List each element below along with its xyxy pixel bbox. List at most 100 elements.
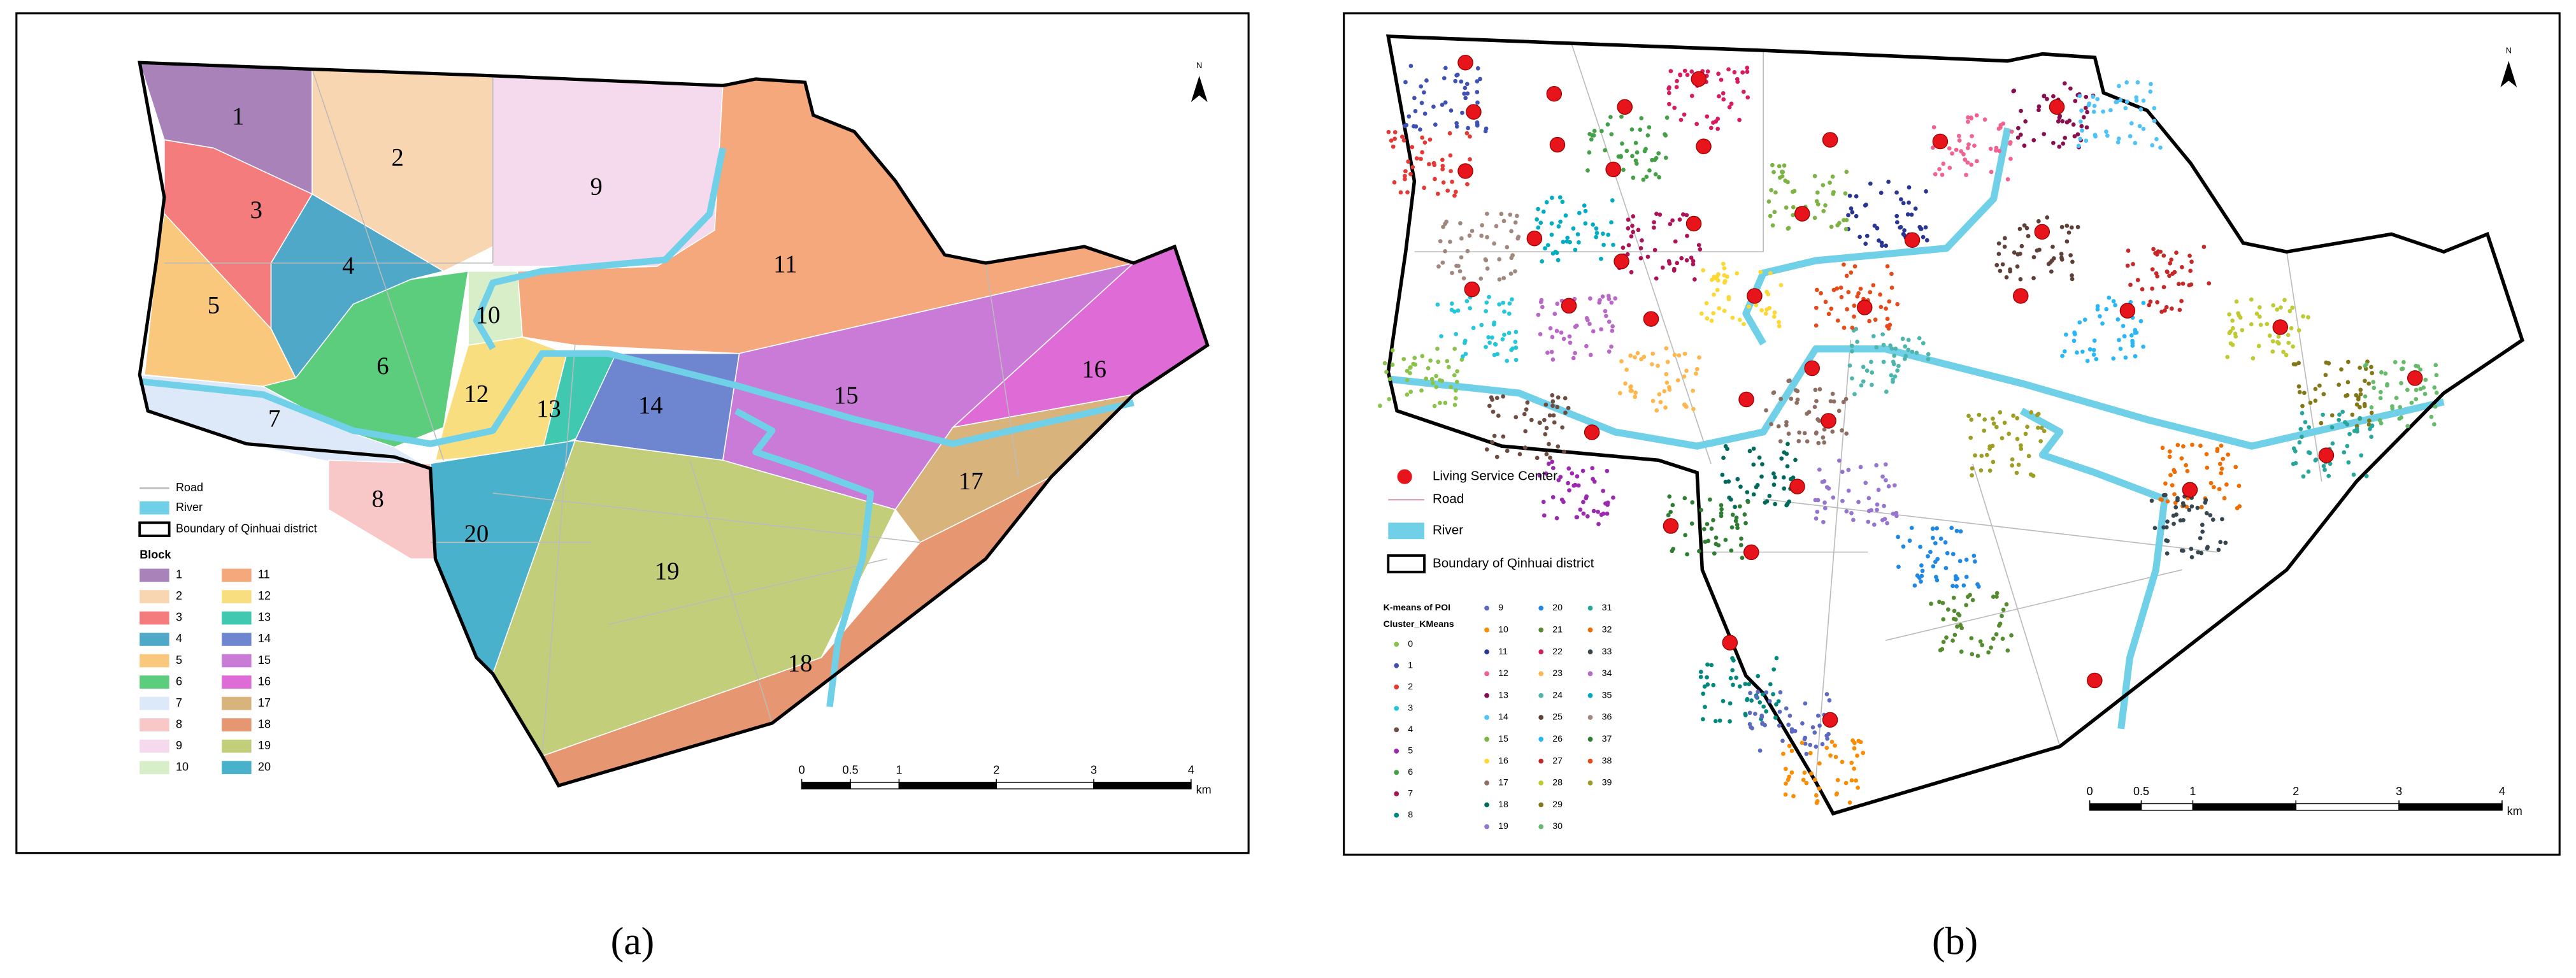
scale-label: 0.5 — [2133, 785, 2149, 798]
poi-point — [2377, 418, 2382, 423]
poi-point — [1644, 175, 1649, 179]
poi-point — [1487, 403, 1492, 408]
poi-point — [1758, 270, 1763, 275]
service-center — [1663, 518, 1679, 534]
poi-point — [2118, 347, 2123, 351]
poi-point — [1722, 273, 1727, 278]
poi-point — [2138, 107, 2143, 111]
poi-point — [1500, 337, 1505, 342]
poi-point — [1705, 522, 1710, 526]
poi-point — [1823, 203, 1828, 208]
poi-point — [1639, 357, 1643, 362]
poi-point — [2321, 392, 2326, 396]
poi-point — [1633, 140, 1638, 145]
poi-point — [2230, 318, 2235, 323]
poi-point — [1777, 320, 1781, 324]
poi-point — [1448, 153, 1453, 158]
legend-label: Road — [1433, 492, 1464, 507]
poi-point — [1840, 759, 1845, 765]
poi-point — [1784, 706, 1789, 711]
service-center — [1549, 136, 1566, 153]
poi-point — [1596, 522, 1601, 526]
poi-point — [1931, 564, 1936, 569]
poi-point — [1893, 346, 1898, 351]
poi-point — [1698, 247, 1703, 252]
poi-point — [1884, 243, 1889, 248]
poi-point — [1594, 234, 1599, 240]
poi-point — [2010, 457, 2015, 462]
poi-point — [1812, 730, 1817, 735]
poi-point — [1599, 129, 1604, 134]
poi-point — [2133, 354, 2138, 359]
poi-point — [2218, 540, 2223, 545]
poi-point — [2092, 338, 2097, 343]
poi-point — [1917, 336, 1922, 341]
legend-swatch — [1587, 693, 1593, 698]
poi-point — [1804, 751, 1809, 756]
poi-point — [1888, 343, 1893, 348]
poi-point — [1610, 198, 1615, 203]
poi-point — [1658, 399, 1663, 405]
poi-point — [1791, 475, 1796, 480]
poi-point — [2042, 429, 2047, 433]
poi-point — [2024, 226, 2029, 231]
service-center — [2049, 99, 2065, 115]
poi-point — [1535, 217, 1540, 222]
poi-point — [1778, 439, 1783, 443]
poi-point — [1826, 486, 1831, 491]
poi-point — [2359, 453, 2364, 458]
poi-point — [1555, 405, 1560, 410]
poi-point — [1870, 370, 1875, 375]
poi-point — [1705, 662, 1710, 667]
poi-point — [1743, 682, 1748, 686]
poi-point — [2115, 317, 2121, 322]
poi-point — [1808, 742, 1813, 747]
poi-point — [2351, 472, 2356, 477]
poi-point — [2042, 132, 2047, 136]
poi-point — [1822, 479, 1827, 484]
poi-point — [1537, 473, 1542, 478]
poi-point — [2000, 614, 2004, 619]
poi-point — [1490, 440, 1494, 445]
poi-point — [2205, 545, 2210, 549]
poi-point — [1475, 123, 1480, 128]
road — [689, 460, 773, 724]
poi-point — [1745, 66, 1750, 70]
poi-point — [2250, 356, 2256, 361]
poi-point — [2076, 143, 2081, 148]
poi-point — [1824, 745, 1829, 751]
poi-point — [1675, 78, 1679, 83]
poi-point — [1878, 292, 1882, 297]
poi-point — [2165, 499, 2170, 504]
poi-point — [1624, 148, 1629, 154]
poi-point — [2180, 264, 2184, 270]
poi-point — [1419, 101, 1424, 105]
poi-point — [2118, 97, 2123, 103]
poi-point — [2362, 401, 2367, 406]
poi-point — [1463, 352, 1468, 356]
poi-point — [1885, 317, 1890, 321]
poi-point — [2161, 285, 2166, 289]
poi-point — [2022, 223, 2027, 228]
road — [1972, 463, 2061, 747]
poi-point — [1721, 699, 1726, 703]
poi-point — [1907, 185, 1912, 190]
poi-point — [1501, 219, 1506, 224]
poi-point — [2060, 354, 2064, 358]
poi-point — [2358, 392, 2363, 397]
poi-point — [1778, 690, 1783, 694]
poi-point — [2297, 440, 2302, 445]
poi-point — [1382, 361, 1387, 366]
poi-point — [1606, 319, 1612, 324]
poi-point — [1843, 191, 1848, 196]
poi-point — [1387, 396, 1392, 401]
poi-point — [2434, 373, 2439, 378]
legend-swatch — [1538, 737, 1544, 742]
legend-label: 17 — [1498, 778, 1508, 788]
poi-point — [1420, 135, 1424, 140]
poi-point — [1921, 341, 1926, 345]
legend-boundary — [1387, 554, 1426, 573]
poi-point — [1973, 559, 1977, 564]
poi-point — [1443, 66, 1448, 71]
poi-point — [1438, 239, 1443, 243]
